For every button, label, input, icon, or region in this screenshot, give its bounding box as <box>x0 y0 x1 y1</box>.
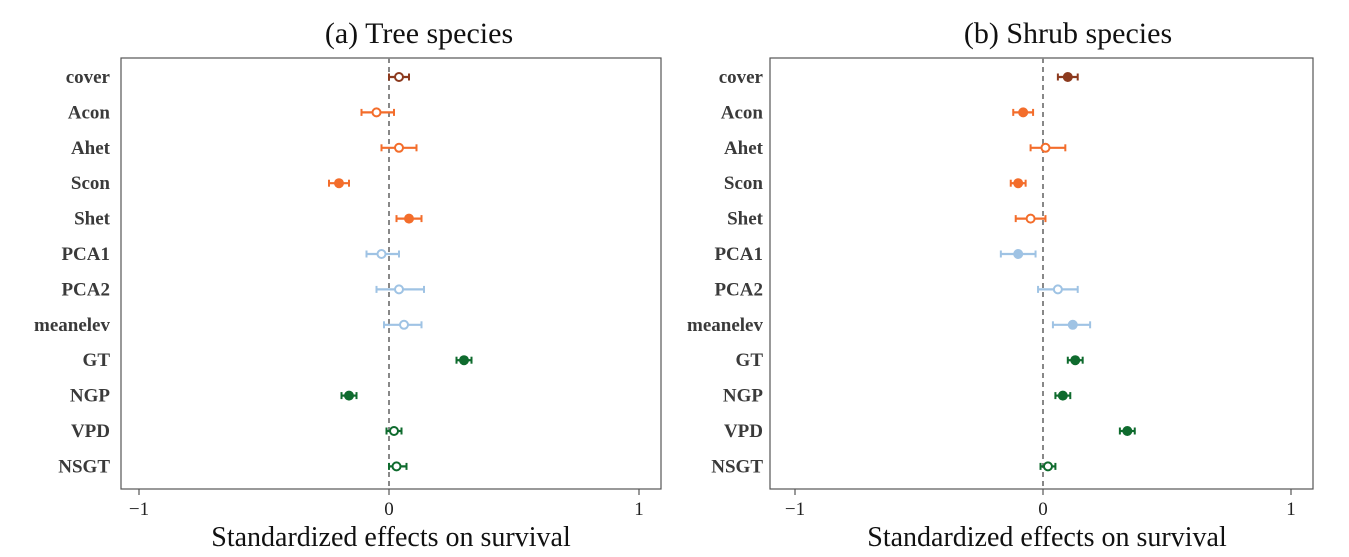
point-estimate <box>1067 319 1078 330</box>
estimate-pca1 <box>999 249 1037 259</box>
variable-label-nsgt: NSGT <box>58 456 110 477</box>
estimate-ahet <box>1029 142 1067 153</box>
estimate-nsgt <box>1039 461 1057 472</box>
x-tick-label: 0 <box>1038 499 1048 520</box>
variable-label-pca1: PCA1 <box>61 244 110 265</box>
variable-label-ahet: Ahet <box>71 138 111 159</box>
estimate-acon <box>360 107 395 118</box>
variable-label-vpd: VPD <box>71 421 110 442</box>
variable-label-pca2: PCA2 <box>714 279 763 300</box>
estimate-pca2 <box>375 284 425 295</box>
variable-label-ahet: Ahet <box>724 138 764 159</box>
point-estimate <box>1025 213 1036 224</box>
estimate-scon <box>328 178 350 189</box>
variable-label-scon: Scon <box>71 173 111 194</box>
point-estimate <box>1057 390 1068 401</box>
variable-label-pca2: PCA2 <box>61 279 110 300</box>
panel-tree-species: (a) Tree species cover Acon Ahet Scon Shet PC… <box>34 17 662 553</box>
point-estimate <box>1070 355 1081 366</box>
point-estimate <box>459 355 469 366</box>
x-axis-ticks: −1 0 1 <box>785 489 1296 520</box>
point-estimate <box>1062 72 1073 82</box>
variable-label-nsgt: NSGT <box>711 456 763 477</box>
variable-label-shet: Shet <box>727 209 764 230</box>
panel-title: (a) Tree species <box>325 17 513 50</box>
point-estimate <box>344 390 354 401</box>
variable-label-cover: cover <box>66 67 111 88</box>
estimate-vpd <box>1118 426 1136 436</box>
estimate-gt <box>455 355 473 366</box>
point-estimate <box>1013 178 1024 189</box>
point-estimate <box>376 249 387 259</box>
estimate-marks <box>999 72 1136 472</box>
estimate-shet <box>395 213 423 224</box>
point-estimate <box>391 461 402 472</box>
panel-shrub-species: (b) Shrub species cover Acon Ahet Scon Shet P… <box>687 17 1314 553</box>
variable-label-vpd: VPD <box>724 421 763 442</box>
x-tick-label: 0 <box>384 499 394 520</box>
estimate-vpd <box>385 426 403 436</box>
point-estimate <box>1018 107 1029 118</box>
estimate-meanelev <box>1051 319 1092 330</box>
plot-frame <box>769 57 1314 490</box>
estimate-ahet <box>380 142 418 153</box>
variable-label-acon: Acon <box>68 102 111 123</box>
point-estimate <box>404 213 414 224</box>
estimate-gt <box>1066 355 1084 366</box>
estimate-cover <box>1056 72 1079 82</box>
x-tick-label: −1 <box>129 499 149 520</box>
x-axis-label: Standardized effects on survival <box>867 522 1227 553</box>
estimate-meanelev <box>383 319 423 330</box>
point-estimate <box>1122 426 1133 436</box>
x-tick-label: −1 <box>785 499 805 520</box>
variable-labels: cover Acon Ahet Scon Shet PCA1 PCA2 meanelev GT N… <box>34 67 111 477</box>
variable-label-meanelev: meanelev <box>687 315 763 336</box>
estimate-nsgt <box>388 461 408 472</box>
estimate-pca1 <box>365 249 400 259</box>
point-estimate <box>394 142 404 153</box>
variable-label-cover: cover <box>719 67 764 88</box>
variable-label-scon: Scon <box>724 173 764 194</box>
panel-title: (b) Shrub species <box>964 17 1172 50</box>
variable-label-shet: Shet <box>74 209 111 230</box>
point-estimate <box>394 284 404 295</box>
point-estimate <box>1040 142 1051 153</box>
point-estimate <box>394 72 404 82</box>
estimate-ngp <box>340 390 358 401</box>
x-tick-label: 1 <box>634 499 644 520</box>
estimate-pca2 <box>1037 284 1079 295</box>
variable-label-ngp: NGP <box>723 386 764 407</box>
plot-frame <box>120 57 662 490</box>
estimate-shet <box>1014 213 1047 224</box>
variable-labels: cover Acon Ahet Scon Shet PCA1 PCA2 meanelev GT N… <box>687 67 764 477</box>
point-estimate <box>399 319 409 330</box>
variable-label-ngp: NGP <box>70 386 111 407</box>
x-axis-label: Standardized effects on survival <box>211 522 571 553</box>
variable-label-acon: Acon <box>721 102 764 123</box>
point-estimate <box>1052 284 1063 295</box>
variable-label-meanelev: meanelev <box>34 315 110 336</box>
variable-label-gt: GT <box>736 350 764 371</box>
point-estimate <box>334 178 344 189</box>
point-estimate <box>1013 249 1024 259</box>
estimate-scon <box>1009 178 1027 189</box>
point-estimate <box>1042 461 1053 472</box>
estimate-ngp <box>1054 390 1072 401</box>
estimate-acon <box>1012 107 1035 118</box>
x-axis-ticks: −1 0 1 <box>129 489 644 520</box>
variable-label-pca1: PCA1 <box>714 244 763 265</box>
point-estimate <box>371 107 382 118</box>
x-tick-label: 1 <box>1286 499 1296 520</box>
estimate-cover <box>388 72 410 82</box>
estimate-marks <box>328 72 473 472</box>
point-estimate <box>389 426 399 436</box>
variable-label-gt: GT <box>83 350 111 371</box>
